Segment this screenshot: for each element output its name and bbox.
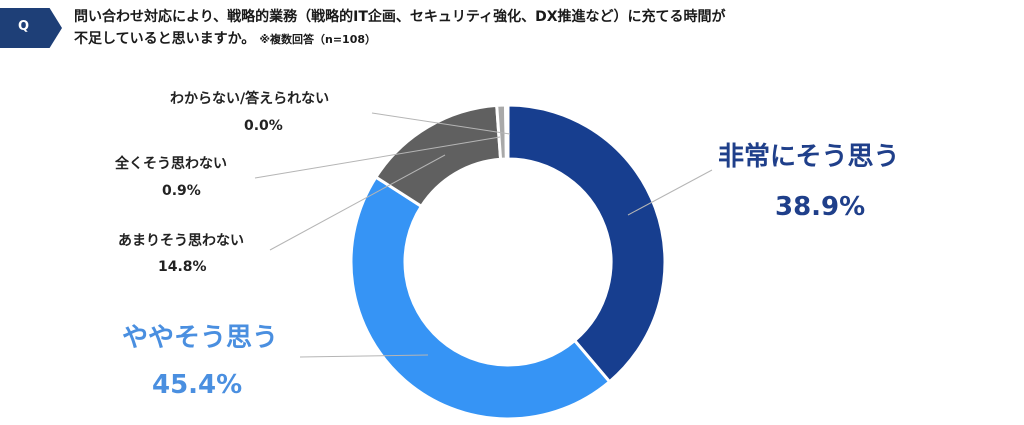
- question-badge-label: Q: [18, 19, 30, 34]
- question-badge: Q: [0, 8, 62, 48]
- slice-label-5: わからない/答えられない: [170, 90, 329, 107]
- leader-line-4: [254, 136, 501, 179]
- question-line-2-wrap: 不足していると思いますか。 ※複数回答（n=108）: [74, 28, 974, 51]
- leader-line-1: [627, 169, 713, 216]
- slice-label-3: あまりそう思わない: [118, 233, 244, 249]
- leader-line-3: [269, 154, 446, 251]
- donut-slice-1: [506, 103, 667, 384]
- question-line-2: 不足していると思いますか。: [74, 31, 256, 47]
- slice-value-label-3: 14.8%: [158, 259, 207, 275]
- slice-value-label-5: 0.0%: [244, 118, 283, 134]
- question-line-1: 問い合わせ対応により、戦略的業務（戦略的IT企画、セキュリティ強化、DX推進など…: [74, 9, 726, 25]
- donut-slice-5: [504, 103, 510, 161]
- leader-line-5: [371, 112, 511, 135]
- question-note: ※複数回答（n=108）: [259, 33, 377, 46]
- slice-value-label-2: 45.4%: [152, 370, 242, 400]
- slice-label-2: ややそう思う: [122, 323, 278, 353]
- donut-slice-2: [349, 175, 612, 421]
- slice-label-1: 非常にそう思う: [718, 142, 899, 172]
- leader-line-2: [299, 354, 429, 358]
- slice-value-label-1: 38.9%: [775, 192, 865, 222]
- question-text: 問い合わせ対応により、戦略的業務（戦略的IT企画、セキュリティ強化、DX推進など…: [74, 6, 974, 51]
- slice-label-4: 全くそう思わない: [114, 155, 227, 172]
- slice-value-label-4: 0.9%: [162, 183, 201, 199]
